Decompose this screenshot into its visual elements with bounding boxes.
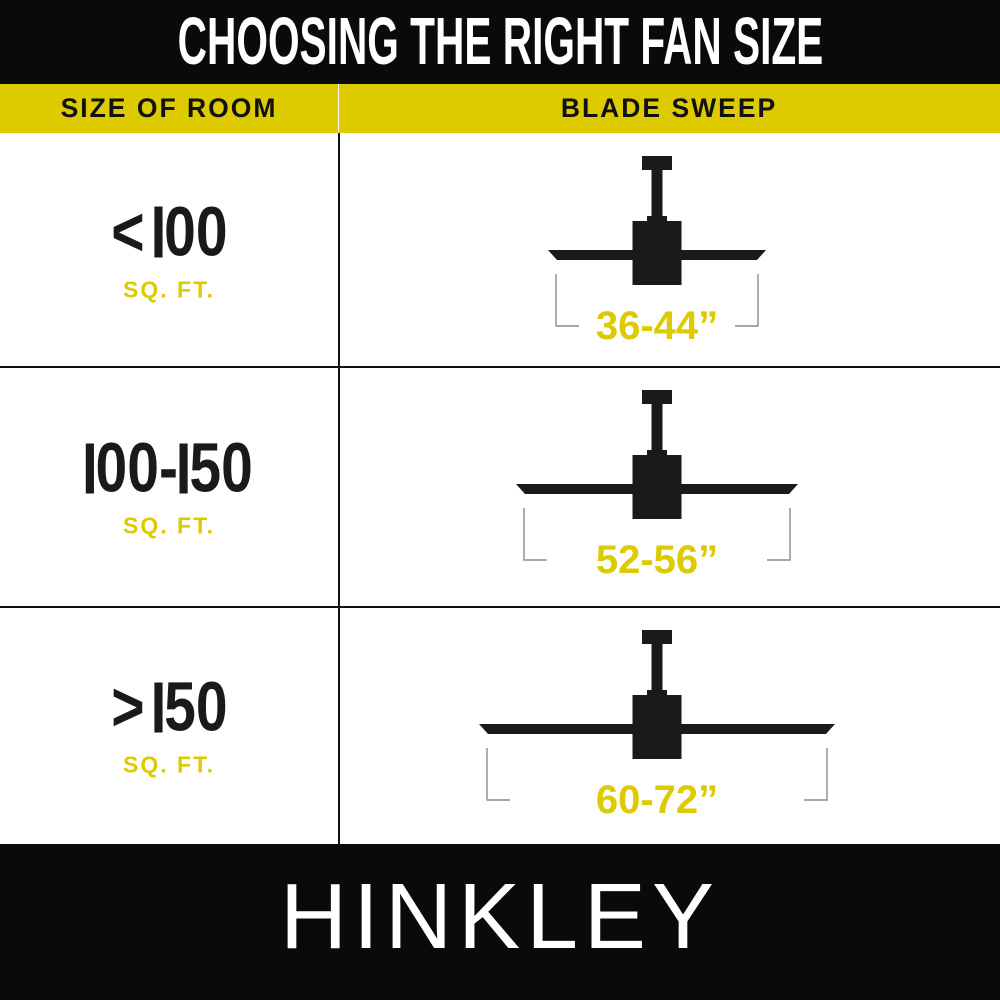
svg-text:60-72”: 60-72” (596, 778, 718, 822)
svg-text:52-56”: 52-56” (596, 538, 718, 582)
svg-text:36-44”: 36-44” (596, 304, 718, 348)
